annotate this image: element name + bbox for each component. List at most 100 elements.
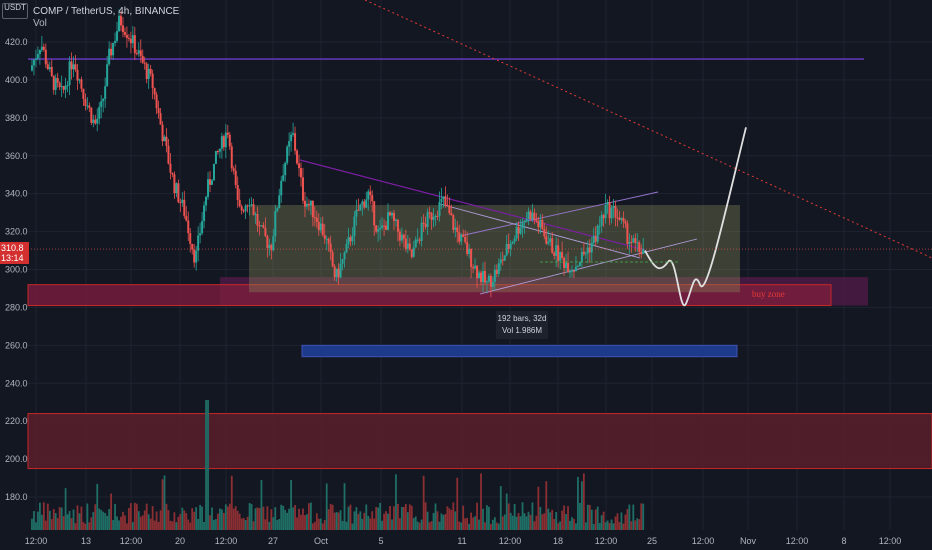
volume-bar: [56, 518, 59, 530]
candles: [30, 9, 645, 298]
volume-bar: [54, 513, 57, 530]
candle-body: [565, 262, 568, 268]
time-tick-label: 11: [457, 536, 466, 546]
candle-body: [149, 68, 152, 74]
candle-body: [236, 185, 239, 200]
time-tick-label: 8: [841, 536, 846, 546]
volume-bar: [228, 503, 231, 530]
buy-zone-rect: [27, 284, 832, 307]
volume-bar: [151, 506, 154, 530]
volume-bar: [37, 511, 39, 530]
candle-body: [333, 266, 336, 278]
volume-bar: [254, 508, 257, 530]
volume-bar: [400, 506, 403, 530]
volume-bar: [108, 509, 111, 530]
volume-bar: [434, 503, 437, 530]
candle-body: [632, 238, 635, 243]
candle-body: [444, 196, 447, 205]
candle-body: [203, 205, 206, 222]
candle-body: [606, 201, 609, 205]
candle-body: [327, 238, 330, 244]
candle-body: [177, 183, 180, 203]
candle-body: [468, 248, 471, 254]
candle-body: [351, 235, 354, 242]
candle-body: [294, 133, 297, 151]
volume-bar: [632, 504, 635, 530]
volume-bar: [622, 523, 625, 530]
candle-body: [252, 204, 255, 215]
candle-body: [489, 275, 492, 287]
volume-bar: [448, 508, 451, 530]
volume-bar: [582, 473, 585, 530]
volume-bar: [444, 513, 447, 530]
volume-bar: [523, 513, 526, 530]
volume-bar: [193, 511, 196, 530]
candle-body: [62, 86, 65, 90]
volume-bar: [205, 400, 207, 530]
candle-body: [98, 106, 101, 119]
symbol-title[interactable]: COMP / TetherUS, 4h, BINANCE: [33, 6, 180, 17]
volume-bar: [264, 519, 267, 530]
candle-body: [523, 221, 526, 223]
volume-bar: [278, 518, 281, 530]
candle-body: [466, 242, 469, 254]
candle-body: [119, 15, 122, 26]
volume-label[interactable]: Vol: [33, 18, 47, 29]
volume-bar: [313, 521, 316, 530]
volume-bar: [462, 505, 465, 530]
candle-body: [474, 265, 477, 269]
candle-body: [96, 118, 99, 124]
candle-body: [298, 163, 301, 169]
volume-bar: [139, 516, 142, 530]
volume-bar: [412, 518, 415, 530]
volume-bar: [122, 511, 124, 530]
volume-bar: [262, 506, 265, 530]
time-tick-label: 12:00: [120, 536, 143, 546]
volume-bar: [537, 486, 540, 530]
channel-upper: [459, 191, 659, 237]
candle-body: [155, 94, 158, 109]
volume-bar: [410, 505, 413, 530]
candle-body: [90, 107, 93, 123]
candle-body: [543, 228, 546, 237]
volume-bar: [35, 522, 37, 530]
candle-body: [234, 170, 237, 186]
candle-body: [214, 151, 217, 164]
volume-bar: [598, 523, 601, 530]
volume-bar: [230, 475, 233, 530]
volume-bar: [590, 509, 593, 530]
candle-body: [258, 225, 261, 227]
volume-bar: [311, 523, 314, 530]
volume-bar: [602, 511, 605, 530]
candle-body: [576, 265, 579, 267]
candle-body: [212, 163, 215, 181]
volume-bar: [561, 510, 564, 530]
volume-bar: [351, 523, 354, 530]
candle-body: [476, 265, 479, 279]
currency-badge[interactable]: USDT: [2, 3, 28, 19]
volume-bar: [428, 522, 431, 530]
volume-bar: [195, 507, 198, 530]
candle-body: [375, 225, 378, 232]
time-tick-label: Oct: [314, 536, 329, 546]
volume-bar: [232, 508, 235, 530]
volume-bar: [341, 520, 344, 530]
candle-body: [481, 271, 484, 283]
volume-bar: [106, 515, 109, 530]
candle-body: [440, 198, 443, 203]
volume-bar: [236, 510, 239, 530]
volume-bar: [466, 517, 469, 530]
candle-body: [84, 98, 87, 106]
candle-body: [343, 252, 346, 260]
volume-bar: [72, 509, 75, 530]
volume-bar: [183, 510, 186, 530]
volume-bar: [218, 508, 221, 530]
candle-body: [64, 85, 67, 90]
candle-body: [276, 208, 279, 212]
volume-bar: [179, 513, 182, 530]
volume-bar: [317, 518, 320, 530]
volume-bar: [260, 479, 263, 530]
candle-body: [387, 212, 390, 230]
